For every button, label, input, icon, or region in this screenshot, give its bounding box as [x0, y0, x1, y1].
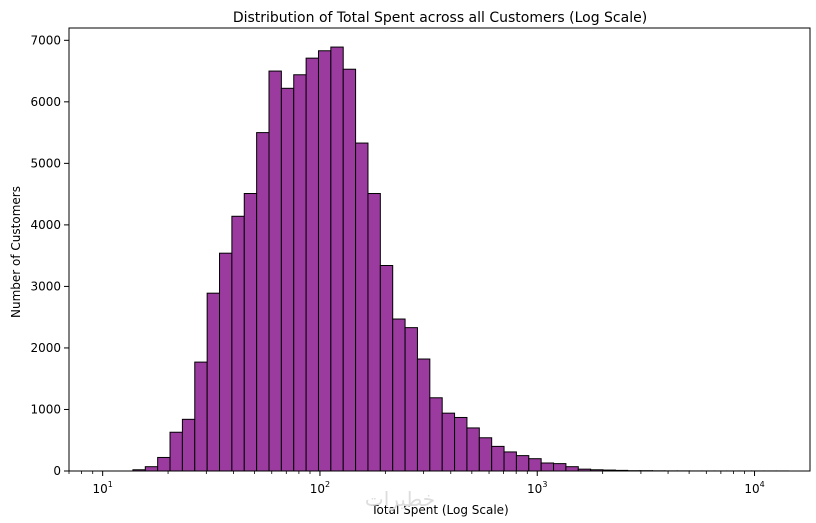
y-tick-label: 6000 — [30, 95, 61, 109]
histogram-bar — [441, 412, 456, 472]
histogram-bar — [268, 70, 282, 472]
x-tick-label: 101 — [92, 480, 112, 496]
histogram-bar — [392, 318, 406, 472]
x-tick-label: 103 — [527, 480, 547, 496]
histogram-bar — [429, 397, 443, 472]
histogram-bar — [280, 87, 295, 472]
histogram-bar — [219, 252, 233, 472]
y-axis-label: Number of Customers — [9, 186, 23, 318]
histogram-bar — [491, 445, 505, 472]
histogram-bar — [194, 361, 208, 472]
histogram-bar — [317, 50, 332, 472]
x-tick-label: 104 — [744, 480, 764, 496]
y-tick-label: 7000 — [30, 33, 61, 47]
histogram-bar — [478, 437, 493, 472]
x-axis-ticks: 101 102 103 104 — [68, 471, 765, 496]
histogram-bar — [206, 292, 221, 472]
histogram-bar — [515, 455, 530, 472]
y-tick-label: 1000 — [30, 402, 61, 416]
y-tick-label: 2000 — [30, 341, 61, 355]
histogram-bar — [305, 57, 319, 472]
histogram-bar — [231, 215, 245, 472]
y-tick-label: 3000 — [30, 279, 61, 293]
histogram-bar — [379, 265, 394, 472]
y-axis-ticks: 0 1000 2000 3000 4000 5000 6000 7000 — [30, 33, 69, 478]
histogram-bar — [169, 431, 183, 472]
histogram-bar — [367, 193, 381, 472]
y-tick-label: 4000 — [30, 218, 61, 232]
histogram-bar — [553, 463, 567, 472]
histogram-bar — [256, 132, 270, 472]
histogram-bar — [157, 456, 171, 472]
x-tick-label: 102 — [310, 480, 330, 496]
histogram-bar — [416, 358, 431, 472]
histogram-bar — [355, 142, 369, 472]
watermark-text: خطيرات — [365, 487, 435, 511]
y-tick-label: 0 — [53, 464, 61, 478]
plot-frame — [68, 27, 811, 472]
histogram-bar — [466, 427, 480, 472]
histogram-bar — [243, 193, 258, 472]
histogram-bar — [454, 416, 468, 472]
histogram-bar — [528, 458, 542, 472]
histogram-bar — [293, 74, 307, 472]
histogram-bar — [503, 451, 517, 472]
histogram-bar — [330, 46, 344, 472]
histogram-bar — [540, 462, 555, 472]
y-tick-label: 5000 — [30, 156, 61, 170]
histogram-bar — [404, 327, 418, 472]
chart-title: Distribution of Total Spent across all C… — [233, 10, 647, 26]
histogram-bar — [144, 466, 159, 472]
x-axis-label: Total Spent (Log Scale) — [370, 503, 508, 517]
histogram-bar — [565, 466, 579, 472]
histogram-bars — [132, 46, 790, 472]
histogram-bar — [342, 68, 357, 472]
histogram-bar — [181, 418, 196, 472]
